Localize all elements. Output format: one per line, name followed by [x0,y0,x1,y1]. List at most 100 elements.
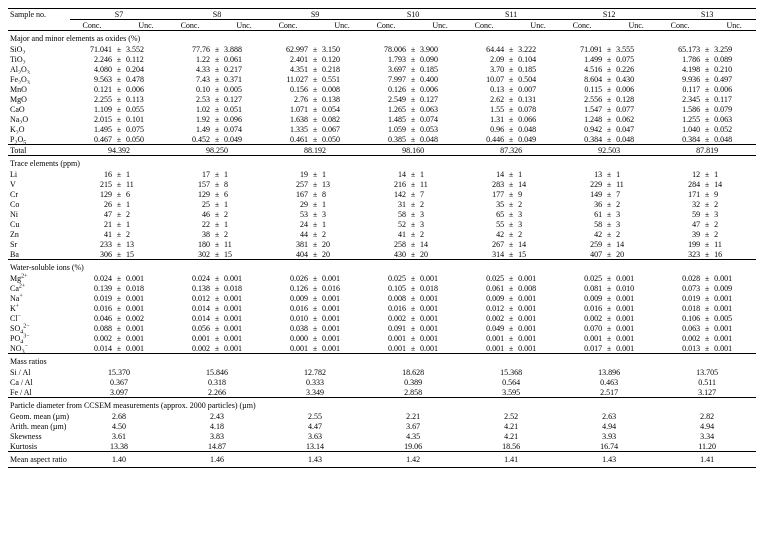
col-sample-no: Sample no. [8,9,70,20]
trace-unc: 1 [712,169,756,179]
trace-unc: 2 [124,209,168,219]
pm-sign: ± [506,229,516,239]
pm-sign: ± [114,114,124,124]
oxide-conc: 7.997 [364,74,408,84]
pm-sign: ± [702,189,712,199]
ratio-value: 3.097 [70,387,168,398]
pm-sign: ± [212,104,222,114]
oxide-conc: 0.117 [658,84,702,94]
col-sample-S12: S12 [560,9,658,20]
pm-sign: ± [212,64,222,74]
oxide-conc: 0.942 [560,124,604,134]
oxide-conc: 4.080 [70,64,114,74]
oxide-conc: 1.92 [168,114,212,124]
trace-conc: 129 [70,189,114,199]
pm-sign: ± [310,209,320,219]
oxide-unc: 0.089 [712,54,756,64]
ion-label: NO3− [8,343,70,354]
oxide-unc: 0.127 [418,94,462,104]
pm-sign: ± [212,84,222,94]
trace-unc: 3 [712,209,756,219]
total-value: 88.192 [266,145,364,156]
trace-unc: 1 [516,169,560,179]
oxide-unc: 0.074 [418,114,462,124]
oxide-conc: 1.265 [364,104,408,114]
trace-conc: 142 [364,189,408,199]
pm-sign: ± [310,94,320,104]
ion-unc: 0.001 [124,333,168,343]
pm-sign: ± [702,229,712,239]
pm-sign: ± [702,179,712,189]
particle-value: 2.63 [560,411,658,421]
pm-sign: ± [702,124,712,134]
hdr-conc: Conc. [560,20,604,31]
oxide-conc: 1.485 [364,114,408,124]
pm-sign: ± [702,84,712,94]
pm-sign: ± [702,74,712,84]
oxide-unc: 0.478 [124,74,168,84]
oxide-unc: 3.555 [614,44,658,54]
oxide-label: Na2O [8,114,70,124]
pm-sign: ± [506,239,516,249]
particle-value: 3.83 [168,431,266,441]
section-oxide: Major and minor elements as oxides (%) [8,31,756,45]
trace-conc: 22 [168,219,212,229]
pm-sign: ± [702,303,712,313]
ion-conc: 0.106 [658,313,702,323]
pm-sign: ± [408,94,418,104]
oxide-unc: 3.150 [320,44,364,54]
oxide-unc: 0.054 [320,104,364,114]
ion-conc: 0.002 [658,333,702,343]
trace-conc: 323 [658,249,702,260]
ion-unc: 0.001 [418,313,462,323]
particle-label: Arith. mean (µm) [8,421,70,431]
oxide-conc: 1.31 [462,114,506,124]
oxide-conc: 2.549 [364,94,408,104]
trace-conc: 302 [168,249,212,260]
oxide-unc: 0.217 [222,64,266,74]
trace-unc: 11 [222,239,266,249]
ion-conc: 0.009 [462,293,506,303]
pm-sign: ± [702,219,712,229]
hdr-unc: Unc. [712,20,756,31]
ratio-value: 12.782 [266,367,364,377]
ion-conc: 0.138 [168,283,212,293]
trace-conc: 52 [364,219,408,229]
hdr-unc: Unc. [516,20,560,31]
pm-sign: ± [702,114,712,124]
ratio-value: 15.846 [168,367,266,377]
trace-conc: 41 [364,229,408,239]
col-sample-S11: S11 [462,9,560,20]
total-value: 98.250 [168,145,266,156]
trace-unc: 15 [222,249,266,260]
ion-conc: 0.073 [658,283,702,293]
ratio-value: 0.463 [560,377,658,387]
ion-unc: 0.001 [222,313,266,323]
pm-sign: ± [310,189,320,199]
trace-unc: 11 [418,179,462,189]
ratio-value: 3.595 [462,387,560,398]
particle-value: 4.94 [560,421,658,431]
trace-conc: 58 [560,219,604,229]
ratio-value: 2.266 [168,387,266,398]
ion-conc: 0.017 [560,343,604,354]
trace-conc: 229 [560,179,604,189]
trace-conc: 41 [70,229,114,239]
ion-conc: 0.018 [658,303,702,313]
oxide-conc: 0.467 [70,134,114,145]
trace-conc: 157 [168,179,212,189]
pm-sign: ± [212,323,222,333]
trace-conc: 58 [364,209,408,219]
trace-unc: 7 [418,189,462,199]
oxide-conc: 4.516 [560,64,604,74]
col-sample-S8: S8 [168,9,266,20]
trace-unc: 14 [712,179,756,189]
ion-unc: 0.001 [222,303,266,313]
ratio-value: 0.511 [658,377,756,387]
trace-conc: 259 [560,239,604,249]
oxide-label: CaO [8,104,70,114]
trace-conc: 404 [266,249,310,260]
pm-sign: ± [212,74,222,84]
particle-value: 14.87 [168,441,266,452]
total-value: 98.160 [364,145,462,156]
